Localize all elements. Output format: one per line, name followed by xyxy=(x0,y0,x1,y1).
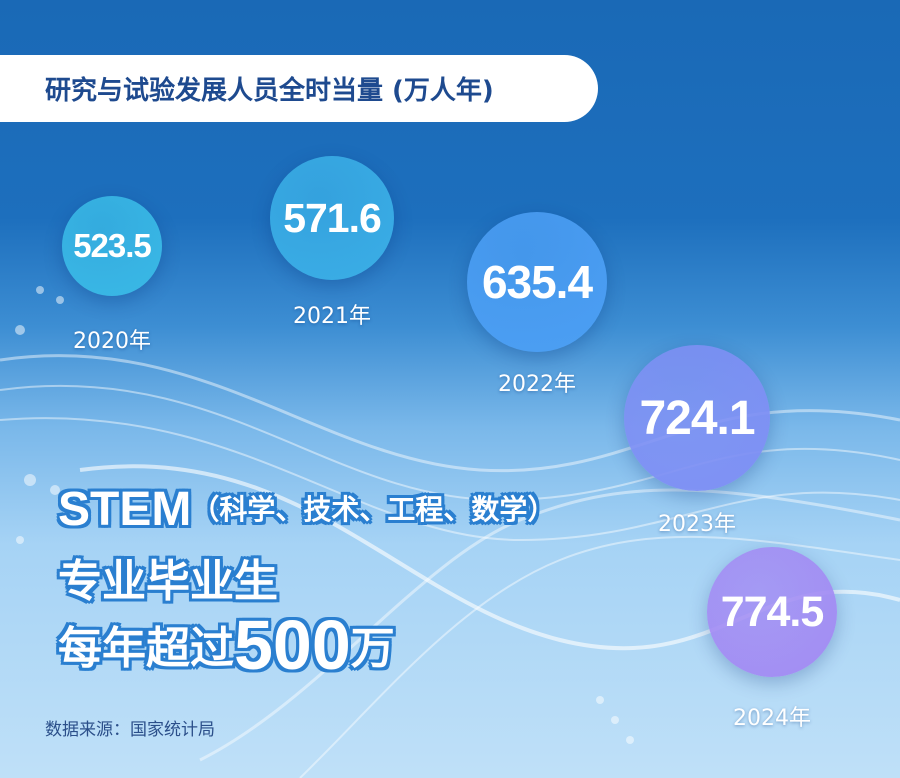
year-label: 2024年 xyxy=(733,706,811,731)
value-label: 635.4 xyxy=(481,256,593,308)
headline-line-1: STEM（科学、技术、工程、数学） xyxy=(58,482,555,537)
headline-stem: STEM xyxy=(58,483,192,536)
headline-stem-subtitle: （科学、技术、工程、数学） xyxy=(191,494,556,525)
value-label: 774.5 xyxy=(720,587,825,636)
year-label: 2022年 xyxy=(498,372,576,397)
title-banner: 研究与试验发展人员全时当量 (万人年) xyxy=(0,55,598,122)
year-label: 2021年 xyxy=(293,304,371,329)
year-label: 2020年 xyxy=(73,329,151,354)
bubble-2021年: 571.6 xyxy=(270,156,394,280)
bubble-2023年: 724.1 xyxy=(624,345,770,491)
bubble-2024年: 774.5 xyxy=(707,547,837,677)
value-label: 724.1 xyxy=(639,391,755,445)
bubble-2022年: 635.4 xyxy=(467,212,607,352)
value-label: 571.6 xyxy=(283,194,382,241)
bubble-2020年: 523.5 xyxy=(62,196,162,296)
headline-number: 500 xyxy=(234,606,351,684)
year-label: 2023年 xyxy=(658,512,736,537)
headline-line-3: 每年超过500万 xyxy=(58,605,395,685)
headline-line-2: 专业毕业生 xyxy=(58,557,278,606)
headline-unit: 万 xyxy=(350,624,395,673)
chart-title: 研究与试验发展人员全时当量 (万人年) xyxy=(45,76,494,106)
data-source: 数据来源：国家统计局 xyxy=(45,720,215,740)
value-label: 523.5 xyxy=(73,227,152,264)
headline-prefix: 每年超过 xyxy=(58,624,234,673)
